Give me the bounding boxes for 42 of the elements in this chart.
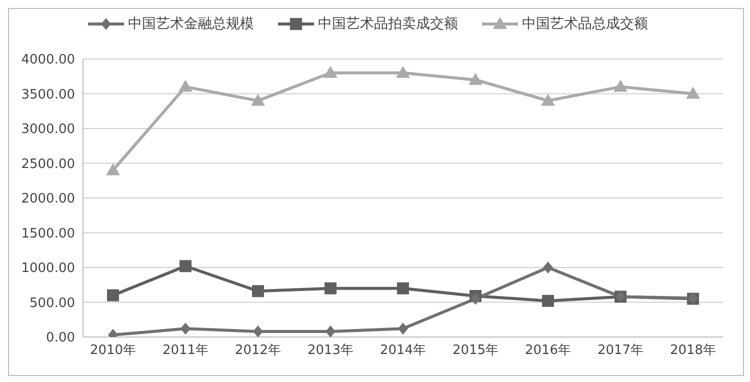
y-tick-label: 3000.00	[21, 122, 75, 138]
y-tick-label: 4000.00	[21, 52, 75, 68]
point	[178, 80, 192, 92]
y-tick-label: 1500.00	[21, 226, 75, 242]
point	[543, 262, 553, 274]
point	[180, 322, 190, 335]
point	[542, 294, 554, 307]
y-tick-label: 500.00	[30, 296, 75, 311]
point	[326, 325, 336, 337]
point	[468, 72, 482, 85]
y-tick-label: 2000.00	[21, 192, 75, 207]
point	[614, 80, 628, 92]
y-tick-label: 3500.00	[21, 87, 75, 102]
point	[252, 285, 264, 298]
point	[107, 289, 119, 302]
point	[398, 322, 408, 335]
x-tick-label: 2017年	[597, 343, 644, 358]
x-tick-label: 2018年	[670, 343, 716, 358]
point	[253, 325, 263, 337]
point	[396, 66, 410, 78]
legend-label: 中国艺术品总成交额	[521, 15, 648, 33]
point	[686, 86, 700, 99]
x-tick-label: 2011年	[162, 343, 209, 358]
legend-label: 中国艺术金融总规模	[127, 15, 254, 33]
point	[541, 94, 555, 106]
point	[251, 94, 265, 106]
point	[397, 282, 409, 294]
point	[180, 260, 192, 272]
point	[324, 282, 336, 294]
x-tick-label: 2013年	[307, 343, 354, 358]
x-tick-label: 2016年	[524, 343, 572, 358]
x-tick-label: 2012年	[234, 343, 282, 358]
x-tick-label: 2014年	[380, 343, 426, 358]
point	[324, 66, 338, 78]
y-tick-label: 1000.00	[21, 261, 75, 276]
y-tick-label: 2500.00	[21, 156, 75, 172]
x-tick-label: 2015年	[452, 343, 499, 358]
y-tick-label: 0.00	[46, 330, 75, 346]
legend-label: 中国艺术品拍卖成交额	[317, 15, 458, 33]
x-tick-label: 2010年	[90, 343, 136, 358]
point	[106, 163, 120, 176]
point	[470, 292, 480, 305]
